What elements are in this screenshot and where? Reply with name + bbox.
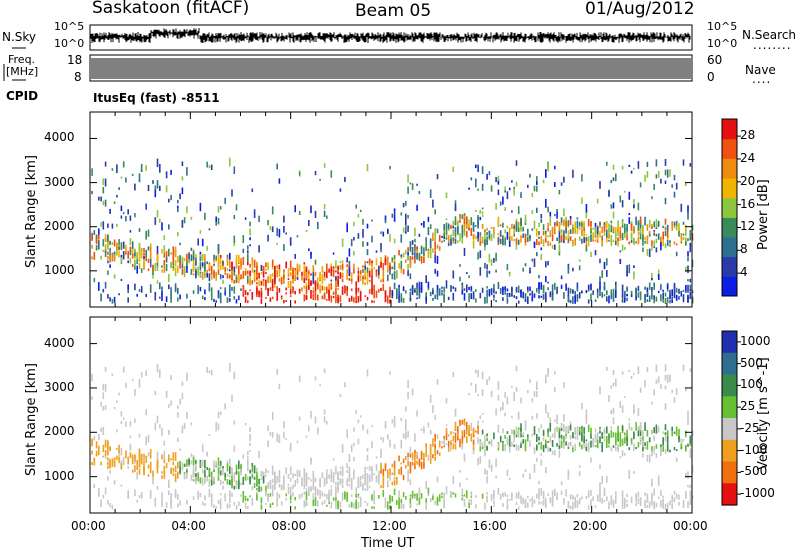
- x-tick-label: 00:00: [673, 519, 708, 533]
- freq-tick-bottom: 8: [74, 70, 82, 84]
- power-colorbar-tick: 12: [740, 219, 756, 234]
- velocity-colorbar-tick: 1000: [740, 333, 771, 348]
- label-underlines: [3, 47, 26, 81]
- freq-label-1: Freq.: [8, 53, 36, 66]
- velocity-colorbar-tick: 500: [740, 355, 763, 370]
- freq-strip: [89, 54, 693, 82]
- noise-tick-bottom: 10^0: [54, 37, 85, 50]
- station-title: Saskatoon (fitACF): [92, 0, 250, 18]
- noise-tick-right-top: 10^5: [707, 20, 738, 33]
- noise-strip: [89, 24, 693, 51]
- y-tick-label: 2000: [44, 218, 75, 233]
- power-ylabel: Slant Range [km]: [24, 155, 39, 268]
- beam-title: Beam 05: [355, 1, 432, 21]
- cpid-label: CPID: [6, 89, 39, 103]
- velocity-colorbar-tick: -25: [740, 420, 760, 435]
- power-colorbar-tick: 28: [740, 128, 756, 143]
- y-tick-label: 3000: [44, 379, 75, 394]
- x-tick-label: 00:00: [71, 519, 106, 533]
- y-tick-label: 1000: [44, 468, 75, 483]
- power-colorbar-label: Power [dB]: [756, 179, 771, 250]
- date-title: 01/Aug/2012: [585, 0, 695, 19]
- axis-ticks: [89, 112, 693, 513]
- y-tick-label: 4000: [44, 335, 75, 350]
- y-tick-label: 4000: [44, 130, 75, 145]
- x-tick-label: 04:00: [171, 519, 206, 533]
- velocity-colorbar-tick: -100: [740, 442, 768, 457]
- noise-tick-right-bottom: 10^0: [707, 37, 738, 50]
- power-colorbar-tick: 4: [740, 265, 748, 280]
- x-tick-label: 12:00: [372, 519, 407, 533]
- power-colorbar-tick: 8: [740, 242, 748, 257]
- x-tick-label: 08:00: [271, 519, 307, 533]
- nave-dots: ....: [752, 72, 772, 86]
- x-axis-label: Time UT: [361, 536, 415, 551]
- y-tick-label: 1000: [44, 262, 75, 277]
- velocity-ylabel: Slant Range [km]: [24, 363, 39, 476]
- velocity-colorbar-tick: 100: [740, 377, 763, 392]
- noise-tick-top: 10^5: [54, 20, 85, 33]
- power-colorbar: [721, 118, 741, 297]
- velocity-panel: [91, 362, 694, 510]
- velocity-colorbar-tick: 25: [740, 399, 756, 414]
- velocity-colorbar: [721, 330, 741, 506]
- nave-tick-top: 60: [707, 53, 723, 67]
- y-tick-label: 3000: [44, 174, 75, 189]
- nave-label: Nave: [745, 63, 776, 77]
- y-tick-label: 2000: [44, 424, 75, 439]
- power-colorbar-tick: 20: [740, 173, 756, 188]
- freq-trace: [91, 58, 691, 79]
- freq-label-2: [MHz]: [6, 65, 39, 78]
- noise-trace: [90, 28, 691, 43]
- freq-tick-top: 18: [67, 53, 83, 67]
- x-tick-label: 20:00: [572, 519, 608, 533]
- velocity-colorbar-tick: -1000: [740, 486, 775, 501]
- nave-tick-bottom: 0: [707, 70, 715, 84]
- power-panel: [91, 157, 694, 304]
- cpid-text: ItusEq (fast) -8511: [93, 91, 220, 105]
- velocity-colorbar-tick: -500: [740, 464, 768, 479]
- nsearch-label: N.Search: [742, 28, 797, 42]
- x-tick-label: 16:00: [472, 519, 507, 533]
- power-colorbar-tick: 16: [740, 196, 756, 211]
- nsky-label: N.Sky: [2, 30, 37, 44]
- power-colorbar-tick: 24: [740, 150, 756, 165]
- nsearch-dots: ........: [753, 38, 792, 52]
